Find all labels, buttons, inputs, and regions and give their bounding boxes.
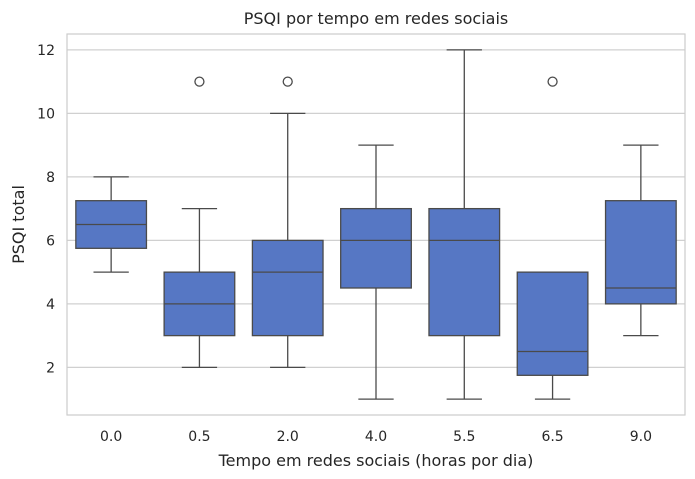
y-tick-label: 12 xyxy=(37,43,55,59)
x-tick-label: 0.5 xyxy=(188,429,210,445)
outlier-point xyxy=(282,76,293,87)
y-tick-label: 10 xyxy=(37,106,55,122)
box-iqr xyxy=(604,200,677,305)
box-layer xyxy=(75,49,677,400)
box-group xyxy=(604,144,677,337)
x-tick-label: 4.0 xyxy=(365,429,387,445)
x-tick-label: 2.0 xyxy=(277,429,299,445)
box-group xyxy=(428,49,501,400)
box-group xyxy=(516,76,589,400)
outlier-point xyxy=(547,76,558,87)
tick-layer: 2 4 6 8 10 12 0.0 0.5 2.0 4.0 5.5 6.5 9.0 xyxy=(37,43,652,445)
y-axis-label: PSQI total xyxy=(9,185,28,264)
x-tick-label: 0.0 xyxy=(100,429,122,445)
x-tick-label: 6.5 xyxy=(541,429,563,445)
y-tick-label: 8 xyxy=(46,170,55,186)
box-iqr xyxy=(428,207,501,337)
box-iqr xyxy=(251,239,324,337)
y-tick-label: 4 xyxy=(46,297,55,313)
x-axis-label: Tempo em redes sociais (horas por dia) xyxy=(218,451,534,470)
box-group xyxy=(251,76,324,369)
x-tick-label: 5.5 xyxy=(453,429,475,445)
box-group xyxy=(163,76,236,369)
y-tick-label: 6 xyxy=(46,233,55,249)
box-group xyxy=(75,176,148,273)
outlier-point xyxy=(194,76,205,87)
plot-frame xyxy=(66,33,686,416)
box-group xyxy=(340,144,412,400)
box-iqr xyxy=(340,207,412,289)
y-tick-label: 2 xyxy=(46,360,55,376)
box-iqr xyxy=(516,271,589,376)
x-tick-label: 9.0 xyxy=(630,429,652,445)
chart-title: PSQI por tempo em redes sociais xyxy=(244,9,509,28)
